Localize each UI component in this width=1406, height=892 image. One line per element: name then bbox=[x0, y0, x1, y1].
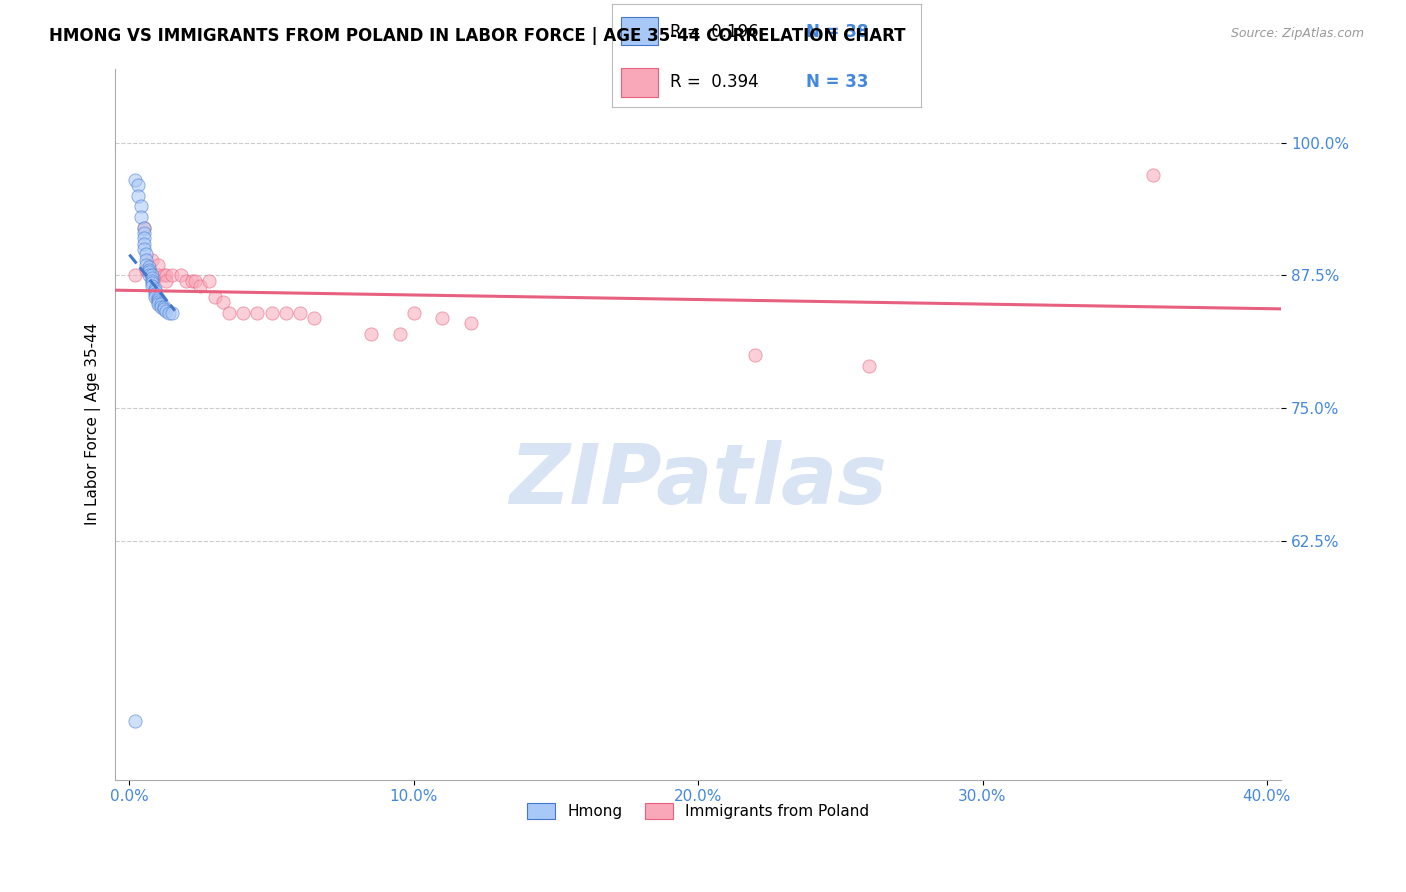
Point bbox=[232, 305, 254, 319]
Point bbox=[146, 297, 169, 311]
Point bbox=[132, 226, 155, 240]
Point bbox=[288, 305, 311, 319]
Point bbox=[146, 293, 169, 307]
Point bbox=[432, 310, 454, 325]
Text: N = 38: N = 38 bbox=[807, 23, 869, 41]
Point bbox=[135, 247, 157, 261]
Point bbox=[132, 220, 155, 235]
Text: N = 33: N = 33 bbox=[807, 73, 869, 91]
Point bbox=[132, 231, 155, 245]
Point bbox=[135, 258, 157, 272]
Point bbox=[152, 301, 174, 315]
Point bbox=[127, 189, 149, 203]
Point bbox=[181, 274, 204, 288]
Y-axis label: In Labor Force | Age 35-44: In Labor Force | Age 35-44 bbox=[86, 323, 101, 525]
Text: R =  0.196: R = 0.196 bbox=[671, 23, 759, 41]
Point bbox=[141, 274, 163, 288]
Point bbox=[141, 279, 163, 293]
Point bbox=[146, 268, 169, 283]
Point bbox=[260, 305, 283, 319]
Point bbox=[149, 301, 172, 315]
Point bbox=[127, 178, 149, 193]
Text: Source: ZipAtlas.com: Source: ZipAtlas.com bbox=[1230, 27, 1364, 40]
Point bbox=[174, 274, 197, 288]
Text: R =  0.394: R = 0.394 bbox=[671, 73, 759, 91]
Text: HMONG VS IMMIGRANTS FROM POLAND IN LABOR FORCE | AGE 35-44 CORRELATION CHART: HMONG VS IMMIGRANTS FROM POLAND IN LABOR… bbox=[49, 27, 905, 45]
FancyBboxPatch shape bbox=[621, 68, 658, 96]
Legend: Hmong, Immigrants from Poland: Hmong, Immigrants from Poland bbox=[522, 797, 875, 825]
Point bbox=[155, 268, 177, 283]
Point bbox=[135, 252, 157, 267]
Point bbox=[169, 268, 191, 283]
Point bbox=[141, 270, 163, 285]
Point bbox=[218, 305, 240, 319]
Point bbox=[1142, 168, 1164, 182]
Point bbox=[152, 268, 174, 283]
Point bbox=[460, 316, 482, 330]
Point bbox=[155, 274, 177, 288]
Point bbox=[141, 276, 163, 290]
FancyBboxPatch shape bbox=[621, 17, 658, 45]
Point bbox=[138, 260, 160, 274]
Point bbox=[360, 326, 382, 341]
Point bbox=[138, 265, 160, 279]
Point bbox=[129, 210, 152, 224]
Point bbox=[160, 305, 183, 319]
Point bbox=[304, 310, 326, 325]
Point bbox=[204, 290, 226, 304]
Point bbox=[146, 258, 169, 272]
Point bbox=[143, 282, 166, 296]
Point bbox=[246, 305, 269, 319]
Point bbox=[141, 268, 163, 283]
Point bbox=[212, 295, 235, 310]
Point bbox=[146, 295, 169, 310]
Point bbox=[138, 268, 160, 283]
Point bbox=[129, 199, 152, 213]
Point bbox=[388, 326, 411, 341]
Point bbox=[146, 291, 169, 305]
Point bbox=[138, 263, 160, 277]
Point bbox=[402, 305, 425, 319]
Point bbox=[160, 268, 183, 283]
Point bbox=[141, 252, 163, 267]
Point bbox=[184, 274, 207, 288]
Point bbox=[155, 303, 177, 318]
Point bbox=[124, 173, 146, 187]
Point bbox=[132, 236, 155, 251]
Point bbox=[132, 242, 155, 256]
Point bbox=[124, 268, 146, 283]
Point bbox=[143, 290, 166, 304]
Point bbox=[143, 285, 166, 299]
Point bbox=[152, 302, 174, 317]
Point bbox=[143, 286, 166, 301]
Point bbox=[858, 359, 880, 373]
Point bbox=[198, 274, 221, 288]
Point bbox=[744, 348, 766, 362]
Point bbox=[135, 263, 157, 277]
Point bbox=[149, 297, 172, 311]
Point bbox=[132, 220, 155, 235]
Text: ZIPatlas: ZIPatlas bbox=[509, 441, 887, 522]
Point bbox=[274, 305, 297, 319]
Point bbox=[190, 279, 212, 293]
Point bbox=[124, 714, 146, 729]
Point bbox=[157, 305, 180, 319]
